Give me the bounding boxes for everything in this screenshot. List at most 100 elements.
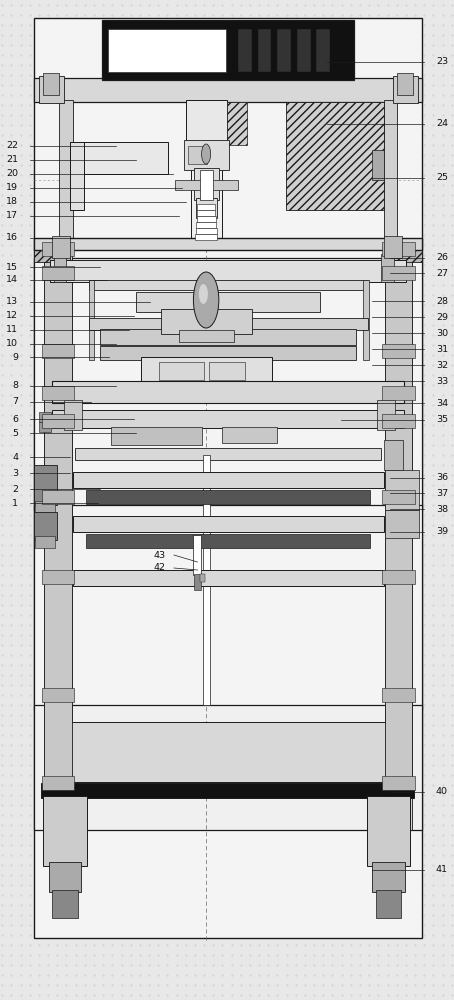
Bar: [70, 142, 84, 210]
Circle shape: [193, 272, 219, 328]
Bar: [384, 440, 403, 470]
Text: 12: 12: [6, 312, 18, 320]
Bar: [43, 796, 87, 866]
Text: 32: 32: [436, 360, 448, 369]
Text: 36: 36: [436, 474, 448, 483]
Bar: [54, 254, 66, 282]
Bar: [194, 574, 201, 590]
Text: 23: 23: [436, 57, 448, 66]
Text: 7: 7: [12, 397, 18, 406]
Text: 31: 31: [436, 344, 448, 354]
Bar: [75, 448, 381, 460]
Text: 3: 3: [12, 468, 18, 478]
Bar: [196, 222, 216, 228]
Bar: [34, 238, 422, 250]
Bar: [200, 170, 213, 200]
Bar: [89, 280, 368, 290]
Bar: [86, 490, 370, 504]
Circle shape: [202, 144, 211, 164]
Bar: [393, 76, 418, 103]
Bar: [42, 386, 74, 400]
Text: 37: 37: [436, 488, 448, 497]
Text: 1: 1: [12, 498, 18, 508]
Bar: [382, 266, 415, 280]
Bar: [277, 29, 291, 72]
Bar: [385, 470, 419, 510]
Text: 35: 35: [436, 416, 448, 424]
Bar: [44, 251, 72, 796]
Bar: [42, 414, 74, 428]
Bar: [382, 776, 415, 790]
Bar: [70, 100, 386, 240]
Bar: [111, 427, 202, 445]
Bar: [197, 216, 216, 222]
Bar: [382, 414, 415, 428]
Bar: [34, 505, 422, 710]
Text: 28: 28: [436, 296, 448, 306]
Bar: [382, 344, 415, 358]
Bar: [196, 228, 217, 234]
Bar: [195, 234, 217, 240]
Text: 6: 6: [12, 414, 18, 424]
Text: 29: 29: [436, 312, 448, 322]
Polygon shape: [34, 238, 70, 262]
Bar: [197, 204, 215, 210]
Text: 34: 34: [436, 398, 448, 408]
Text: 8: 8: [12, 381, 18, 390]
Bar: [108, 29, 226, 72]
Bar: [382, 688, 415, 702]
Bar: [89, 318, 368, 330]
Text: 20: 20: [6, 169, 18, 178]
Text: 13: 13: [6, 298, 18, 306]
Text: 9: 9: [12, 353, 18, 361]
Bar: [42, 242, 74, 256]
Bar: [200, 574, 205, 582]
Bar: [196, 198, 217, 218]
Text: 11: 11: [6, 326, 18, 334]
Text: 24: 24: [436, 119, 448, 128]
Bar: [70, 142, 168, 174]
Text: 10: 10: [6, 340, 18, 349]
Bar: [43, 73, 59, 95]
Bar: [44, 505, 72, 710]
Bar: [136, 292, 320, 312]
Bar: [52, 410, 404, 428]
Bar: [197, 210, 215, 216]
Bar: [42, 490, 74, 504]
Bar: [52, 381, 404, 403]
Bar: [209, 362, 245, 380]
Bar: [39, 422, 51, 432]
Bar: [41, 783, 414, 798]
Bar: [316, 29, 330, 72]
Text: 26: 26: [436, 253, 448, 262]
Bar: [44, 705, 72, 830]
Bar: [42, 570, 74, 584]
Text: 18: 18: [6, 198, 18, 207]
Text: 42: 42: [154, 564, 166, 572]
Bar: [64, 400, 82, 430]
Bar: [376, 890, 401, 918]
Bar: [297, 29, 311, 72]
Bar: [100, 329, 356, 345]
Bar: [188, 146, 207, 164]
Text: 15: 15: [6, 262, 18, 271]
Bar: [381, 254, 394, 282]
Bar: [372, 150, 384, 180]
Bar: [100, 346, 356, 360]
Bar: [191, 102, 222, 240]
Bar: [258, 29, 271, 72]
Text: 41: 41: [436, 865, 448, 874]
Text: 5: 5: [12, 428, 18, 438]
Bar: [384, 100, 397, 240]
Bar: [59, 100, 73, 240]
Polygon shape: [286, 102, 384, 210]
Text: 43: 43: [153, 550, 166, 560]
Text: 22: 22: [6, 141, 18, 150]
Text: 14: 14: [6, 275, 18, 284]
Bar: [73, 472, 384, 488]
Bar: [203, 455, 210, 705]
Text: 33: 33: [436, 376, 448, 385]
Bar: [179, 330, 234, 342]
Bar: [34, 512, 57, 540]
Bar: [39, 412, 51, 422]
